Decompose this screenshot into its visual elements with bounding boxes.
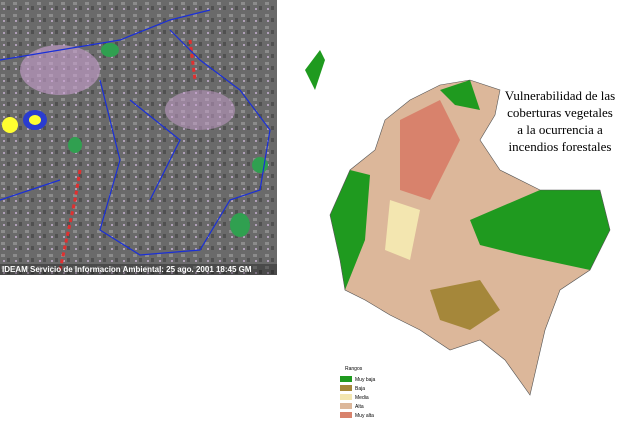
map-title: Vulnerabilidad de las coberturas vegetale… — [505, 88, 615, 154]
legend-swatch — [340, 376, 352, 382]
legend-swatch — [340, 412, 352, 418]
satellite-caption: IDEAM Servicio de Informacion Ambiental:… — [2, 265, 252, 274]
legend-label: Alta — [355, 404, 364, 410]
legend-label: Baja — [355, 386, 365, 392]
legend-label: Muy alta — [355, 413, 374, 419]
legend-swatch — [340, 394, 352, 400]
legend-title: Rangos — [345, 366, 363, 372]
satellite-image: IDEAM Servicio de Informacion Ambiental:… — [0, 0, 277, 275]
title-line: a la ocurrencia a — [517, 122, 603, 137]
legend-swatch — [340, 403, 352, 409]
title-line: incendios forestales — [509, 139, 612, 154]
legend-swatch — [340, 385, 352, 391]
title-line: Vulnerabilidad de las — [505, 88, 615, 103]
title-line: coberturas vegetales — [507, 105, 613, 120]
legend-label: Muy baja — [355, 377, 376, 383]
vulnerability-map: Vulnerabilidad de las coberturas vegetale… — [297, 0, 635, 443]
map-legend: Rangos Muy baja Baja Media Alta Muy alta — [340, 366, 376, 419]
legend-label: Media — [355, 395, 369, 401]
